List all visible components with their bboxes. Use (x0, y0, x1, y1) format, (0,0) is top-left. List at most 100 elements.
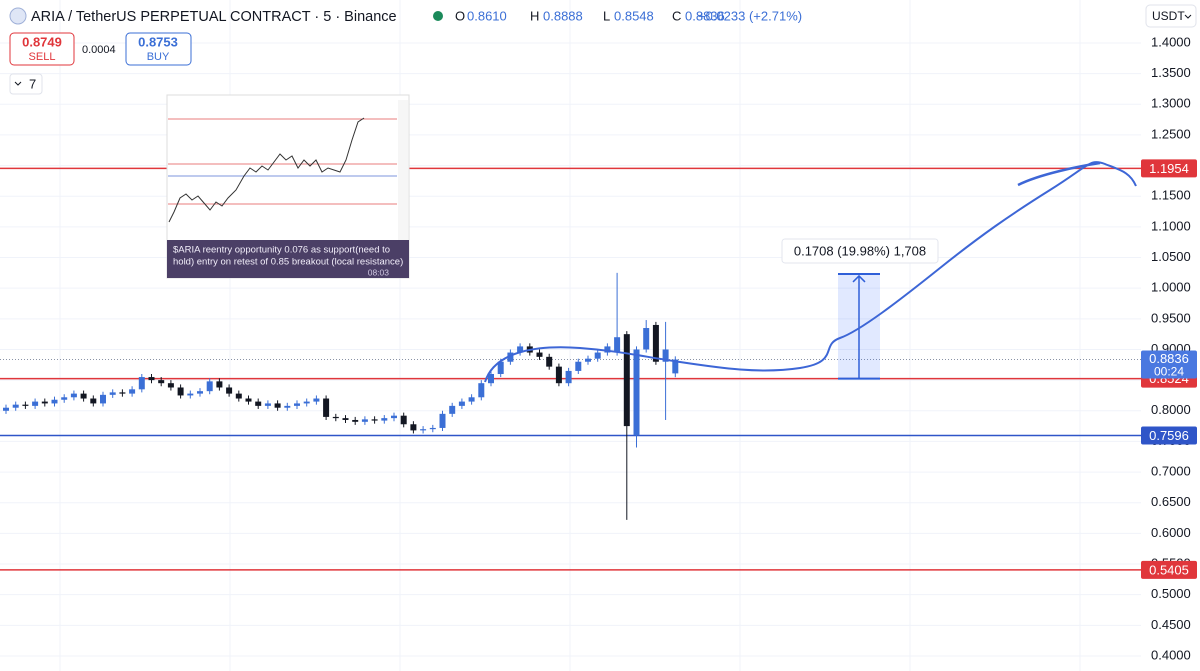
candle-body (391, 415, 397, 419)
candle-body (585, 358, 591, 362)
candle-body (643, 328, 650, 350)
currency: USDT (1152, 9, 1185, 23)
ohlc-value: 0.8548 (614, 8, 654, 23)
candle-body (332, 416, 339, 419)
level-tag (1141, 560, 1197, 579)
measure-label: 0.1708 (19.98%) 1,708 (794, 243, 926, 258)
ohlc-key: C (672, 8, 681, 23)
buy-button[interactable] (125, 32, 192, 66)
ohlc-value: 0.8610 (467, 8, 507, 23)
candle-body (109, 392, 116, 395)
chevron-icon (1184, 14, 1192, 19)
sell-button[interactable] (9, 32, 75, 66)
y-tick-label: 1.0000 (1151, 280, 1191, 295)
candle-body (478, 383, 485, 398)
candle-body (12, 404, 19, 408)
level-tag-label: 0.7596 (1149, 428, 1189, 443)
candle-body (41, 401, 48, 404)
candle-body (517, 346, 524, 353)
ohlc-key: O (455, 8, 465, 23)
candle-body (497, 361, 504, 374)
candle-body (449, 405, 456, 414)
projection-drawing (484, 160, 1137, 383)
candle-body (575, 361, 582, 371)
measure-tool: 0.1708 (19.98%) 1,708 (781, 238, 939, 380)
inset-caption: $ARIA reentry opportunity 0.076 as suppo… (173, 245, 390, 256)
y-tick-label: 0.9500 (1151, 310, 1191, 325)
currency-button[interactable] (1145, 4, 1197, 28)
current-price-tag (1141, 350, 1197, 379)
candle-body (284, 405, 291, 408)
inset-axis (398, 100, 408, 240)
y-tick-label: 0.4000 (1151, 647, 1191, 662)
candle-body (226, 387, 233, 394)
candle-body (594, 352, 601, 359)
inset-caption-bg (167, 240, 409, 278)
level-tag (1141, 159, 1197, 178)
y-tick-label: 0.5000 (1151, 586, 1191, 601)
candle-body (507, 352, 514, 362)
candle-body (274, 403, 281, 408)
inset-price (168, 117, 365, 223)
price-axis (1141, 0, 1200, 671)
ohlc-value: 0.8888 (543, 8, 583, 23)
candle-body (119, 392, 126, 394)
y-tick-label: 1.0500 (1151, 249, 1191, 264)
indicators-toggle[interactable] (9, 73, 43, 95)
candle-body (458, 401, 465, 406)
candle-body (70, 393, 77, 398)
candle-body (468, 397, 475, 402)
ohlc-key: L (603, 8, 610, 23)
candle-body (323, 398, 330, 417)
candle-body (206, 381, 213, 392)
candle-body (61, 397, 68, 400)
ohlc-key: H (530, 8, 539, 23)
candle-body (662, 349, 669, 362)
y-tick-label: 1.1500 (1151, 188, 1191, 203)
candle-body (672, 359, 679, 374)
y-tick-label: 1.3000 (1151, 96, 1191, 111)
y-tick-label: 0.6500 (1151, 494, 1191, 509)
chevron-icon (14, 81, 22, 86)
y-tick-label: 0.6000 (1151, 525, 1191, 540)
grid (0, 42, 1141, 657)
ohlc-value: 0.8836 (685, 8, 725, 23)
level-tag-label: 0.5405 (1149, 562, 1189, 577)
y-tick-label: 1.4000 (1151, 34, 1191, 49)
spread: 0.0004 (82, 44, 116, 56)
candle-body (488, 373, 494, 384)
inset-time: 08:03 (368, 267, 390, 277)
candle-body (148, 377, 155, 381)
candle-body (555, 366, 562, 384)
inset-image[interactable]: $ARIA reentry opportunity 0.076 as suppo… (166, 94, 410, 279)
symbol-logo (9, 7, 27, 25)
candle-body (264, 403, 271, 406)
measure-label-box (781, 238, 939, 264)
measure-arrowhead (852, 274, 866, 283)
candle-body (652, 324, 659, 362)
candle-body (303, 401, 310, 404)
candle-body (429, 427, 436, 430)
y-tick-label: 0.7000 (1151, 464, 1191, 479)
candle-body (22, 404, 29, 406)
candle-body (90, 398, 97, 404)
y-tick-label: 0.8000 (1151, 402, 1191, 417)
candle-body (439, 413, 446, 428)
candle-body (400, 415, 407, 425)
candle-body (536, 352, 543, 357)
level-tag-label: 1.1954 (1149, 161, 1189, 176)
sell-price: 0.8749 (22, 34, 62, 49)
candle-body (100, 394, 106, 404)
candle-body (51, 399, 58, 404)
candle-body (410, 424, 417, 431)
symbol-title[interactable]: ARIA / TetherUS PERPETUAL CONTRACT · 5 ·… (31, 9, 397, 25)
candle-body (604, 346, 611, 353)
buy-label: BUY (147, 51, 170, 63)
y-tick-label: 1.2500 (1151, 126, 1191, 141)
indicators-count: 7 (29, 76, 36, 91)
candle-body (294, 403, 300, 406)
candles (3, 272, 679, 520)
candle-body (313, 398, 320, 402)
